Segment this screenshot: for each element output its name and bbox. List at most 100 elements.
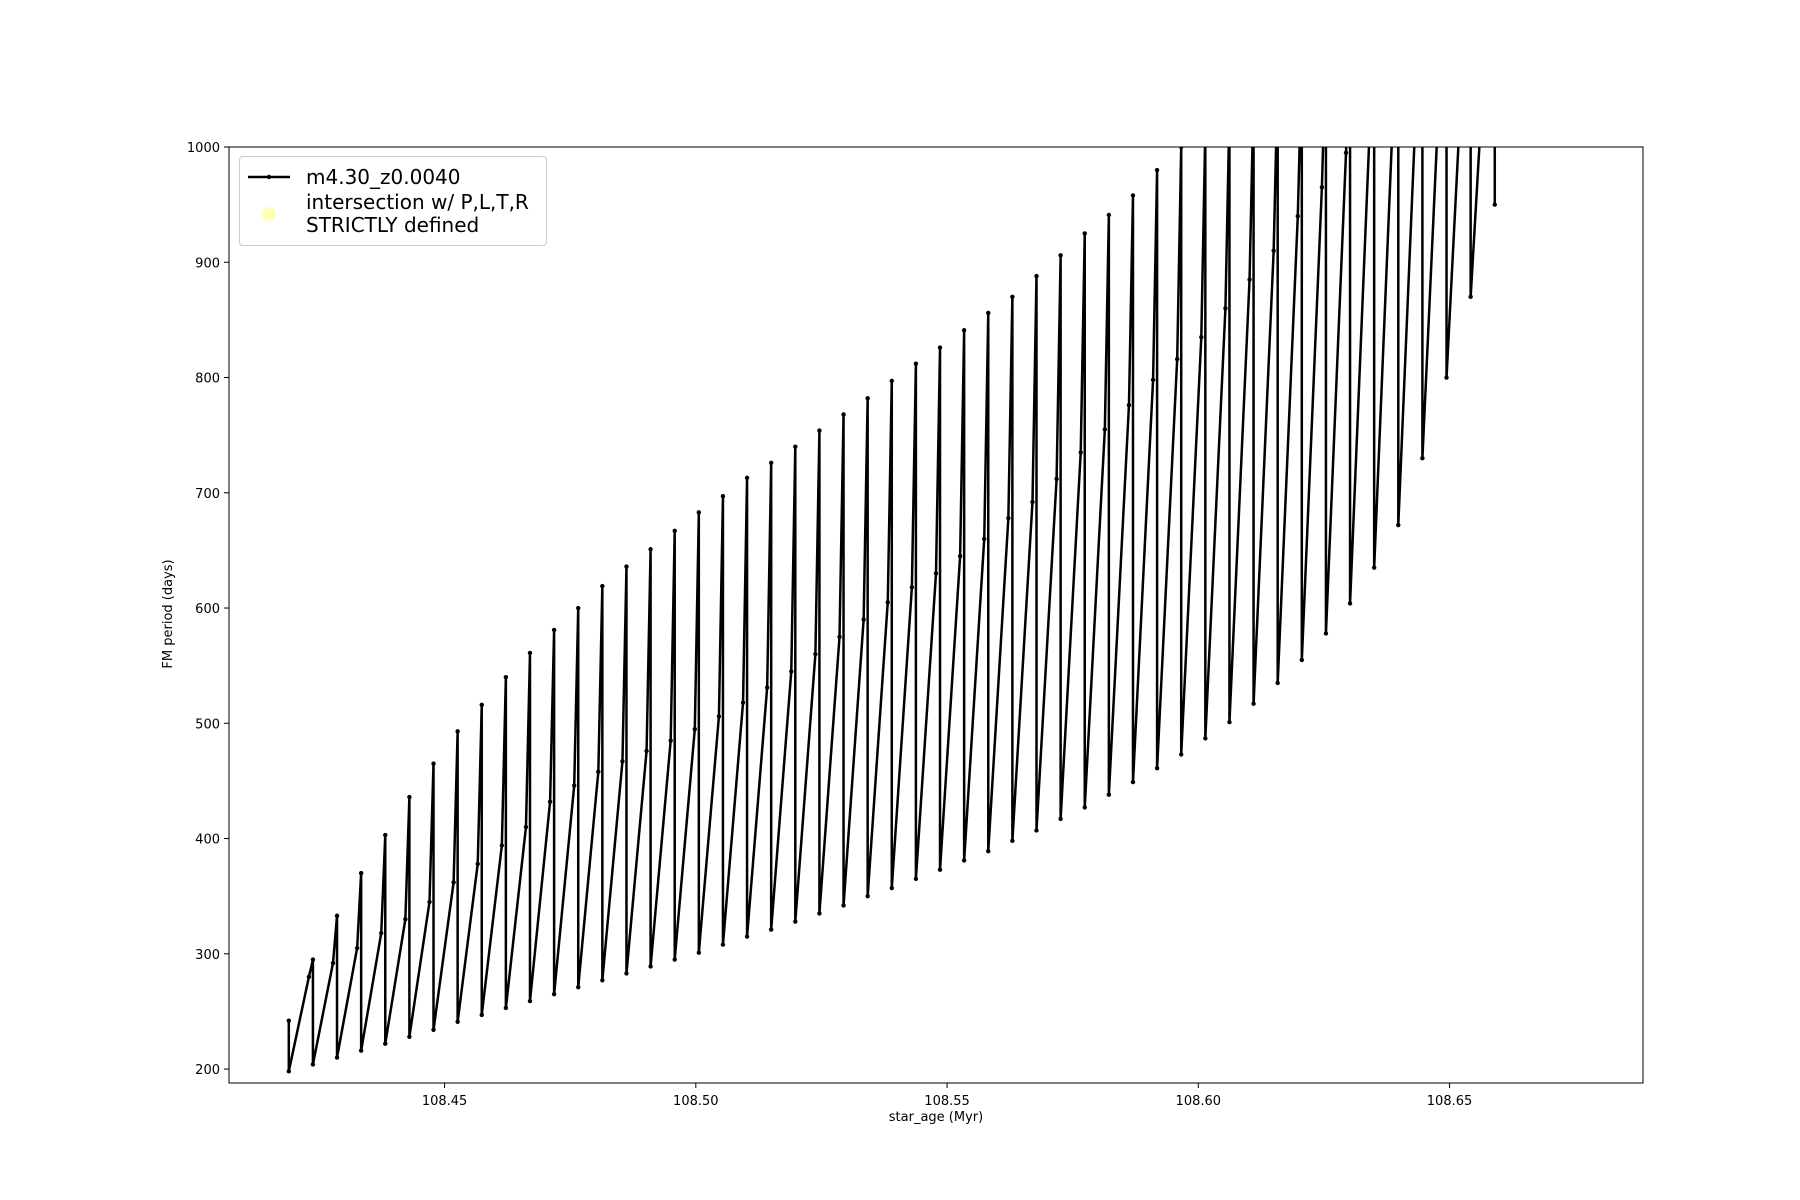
series-point: [961, 858, 967, 863]
series-point: [499, 843, 505, 848]
series-point: [403, 917, 408, 922]
series-point: [744, 934, 750, 939]
series-point: [600, 978, 605, 983]
y-tick-label: 300: [195, 948, 220, 963]
series-point: [479, 1012, 484, 1018]
series-point: [672, 528, 677, 534]
series-point: [841, 903, 846, 908]
legend-marker: [266, 174, 272, 180]
series-point: [789, 669, 794, 674]
series-point: [1371, 565, 1377, 570]
series-point: [1348, 24, 1352, 28]
x-tick-label: 108.45: [422, 1094, 468, 1109]
series-point: [1440, 18, 1444, 22]
series-point: [1227, 719, 1232, 725]
series-point: [1154, 766, 1160, 771]
series-point: [1006, 515, 1011, 521]
series-point: [407, 794, 412, 800]
series-point: [1251, 701, 1256, 706]
series-point: [644, 748, 649, 754]
series-point: [865, 893, 870, 899]
series-point: [740, 700, 746, 705]
series-point: [716, 714, 722, 719]
series-point: [1468, 294, 1473, 300]
series-point: [334, 913, 340, 918]
series-point: [1126, 402, 1132, 408]
series-point: [620, 759, 625, 764]
series-point: [431, 761, 436, 766]
series-point: [817, 911, 822, 916]
y-tick-label: 400: [195, 833, 220, 848]
series-point: [383, 1041, 388, 1046]
series-point: [937, 867, 943, 872]
series-point: [1034, 273, 1039, 279]
series-point: [330, 960, 336, 966]
series-point: [837, 634, 842, 640]
plot-area: [286, 6, 1497, 1074]
series-point: [1372, 6, 1376, 10]
series-point: [354, 945, 360, 951]
series-point: [379, 930, 384, 936]
y-tick-label: 200: [195, 1063, 220, 1078]
legend-entry: intersection w/ P,L,T,R STRICTLY defined: [240, 191, 546, 237]
legend-key: [262, 207, 276, 221]
series-point: [648, 547, 653, 552]
series-point: [1130, 193, 1136, 198]
series-point: [1179, 147, 1184, 150]
series-point: [913, 876, 919, 882]
series-point: [1102, 427, 1108, 432]
series-point: [1343, 150, 1349, 155]
series-point: [624, 564, 629, 569]
series-point: [720, 494, 726, 499]
y-tick-label: 1000: [187, 141, 220, 156]
series-point: [793, 919, 798, 924]
series-point: [986, 310, 991, 316]
series-point: [596, 769, 601, 774]
series-point: [527, 650, 533, 656]
series-point: [1492, 202, 1497, 207]
series-point: [479, 702, 484, 708]
series-point: [1010, 838, 1015, 844]
series-point: [1247, 277, 1252, 282]
series-point: [696, 510, 702, 515]
series-point: [933, 571, 939, 576]
series-point: [475, 861, 480, 867]
series-point: [889, 378, 894, 384]
series-point: [720, 942, 726, 947]
series-point: [1271, 248, 1276, 253]
series-point: [768, 927, 774, 932]
series-point: [841, 412, 846, 417]
series-point: [576, 985, 581, 990]
x-tick-label: 108.65: [1427, 1094, 1473, 1109]
series-point: [1054, 476, 1059, 482]
series-point: [1034, 828, 1039, 833]
series-point: [913, 361, 919, 366]
series-point: [889, 885, 894, 891]
series-point: [1203, 736, 1208, 741]
x-tick-label: 108.55: [924, 1094, 970, 1109]
legend-label: m4.30_z0.0040: [306, 164, 461, 189]
series-point: [527, 998, 533, 1004]
series-point: [1416, 47, 1420, 51]
series-point: [1368, 116, 1372, 120]
series-point: [937, 345, 943, 350]
series-point: [1299, 657, 1305, 663]
x-tick-label: 108.60: [1176, 1094, 1222, 1109]
y-axis-label: FM period (days): [161, 559, 176, 668]
legend: m4.30_z0.0040 intersection w/ P,L,T,R STR…: [239, 156, 547, 246]
series-point: [1082, 231, 1087, 236]
series-point: [310, 957, 316, 962]
series-point: [1058, 253, 1063, 258]
series-point: [986, 849, 991, 854]
series-point: [813, 651, 818, 657]
series-point: [1347, 601, 1353, 606]
x-axis-label: star_age (Myr): [889, 1110, 983, 1125]
series-point: [503, 674, 509, 680]
series-point: [383, 832, 388, 838]
series-point: [909, 585, 915, 590]
y-tick-label: 600: [195, 602, 220, 617]
series-point: [957, 553, 963, 559]
series-point: [861, 617, 866, 622]
series-point: [358, 1048, 364, 1053]
